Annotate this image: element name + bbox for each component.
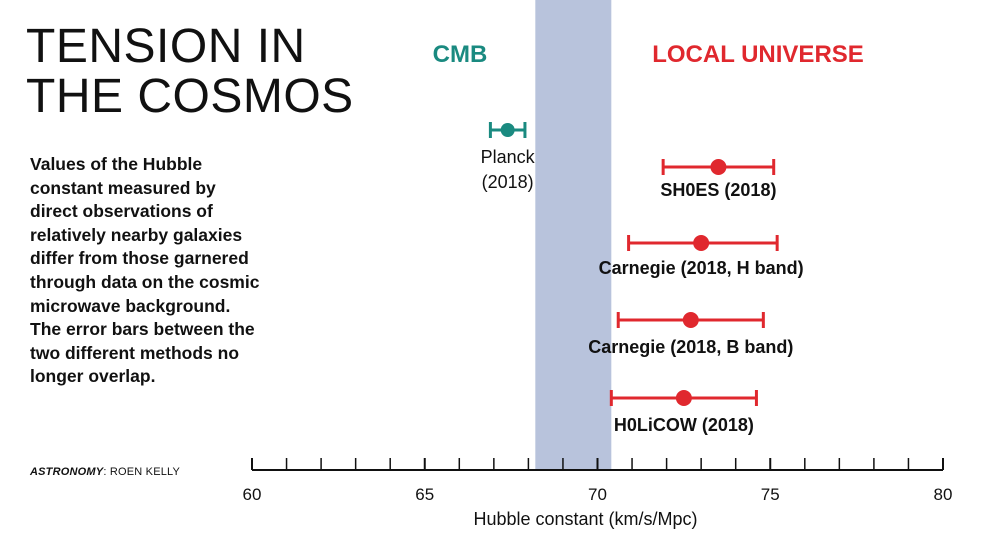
data-point: [682, 312, 699, 328]
data-point: [710, 159, 727, 175]
data-point-label: SH0ES (2018): [660, 180, 776, 200]
data-point: [693, 235, 710, 251]
group-label: CMB: [433, 41, 488, 68]
data-point-label: (2018): [482, 172, 534, 192]
data-point-label: Carnegie (2018, H band): [599, 258, 804, 278]
title-line-2: THE COSMOS: [26, 70, 354, 123]
overlap-band: [535, 0, 612, 470]
x-axis-label: Hubble constant (km/s/Mpc): [473, 509, 697, 529]
data-point: [500, 123, 515, 137]
x-tick-label: 75: [761, 485, 780, 504]
x-tick-label: 60: [243, 485, 262, 504]
chart-title: TENSION IN THE COSMOS: [26, 22, 356, 122]
chart-description: Values of the Hubble constant measured b…: [30, 154, 260, 387]
x-tick-label: 70: [588, 485, 607, 504]
x-tick-label: 65: [415, 485, 434, 504]
x-tick-label: 80: [934, 485, 953, 504]
group-label: LOCAL UNIVERSE: [652, 41, 864, 68]
data-point-label: Planck: [481, 147, 536, 167]
image-credit: ASTRONOMY: ROEN KELLY: [30, 466, 180, 478]
data-point-label: H0LiCOW (2018): [614, 415, 754, 435]
credit-author: : ROEN KELLY: [103, 466, 181, 478]
credit-publication: ASTRONOMY: [30, 466, 104, 478]
data-point-label: Carnegie (2018, B band): [588, 337, 793, 357]
title-line-1: TENSION IN: [26, 20, 306, 73]
data-point: [675, 390, 692, 406]
